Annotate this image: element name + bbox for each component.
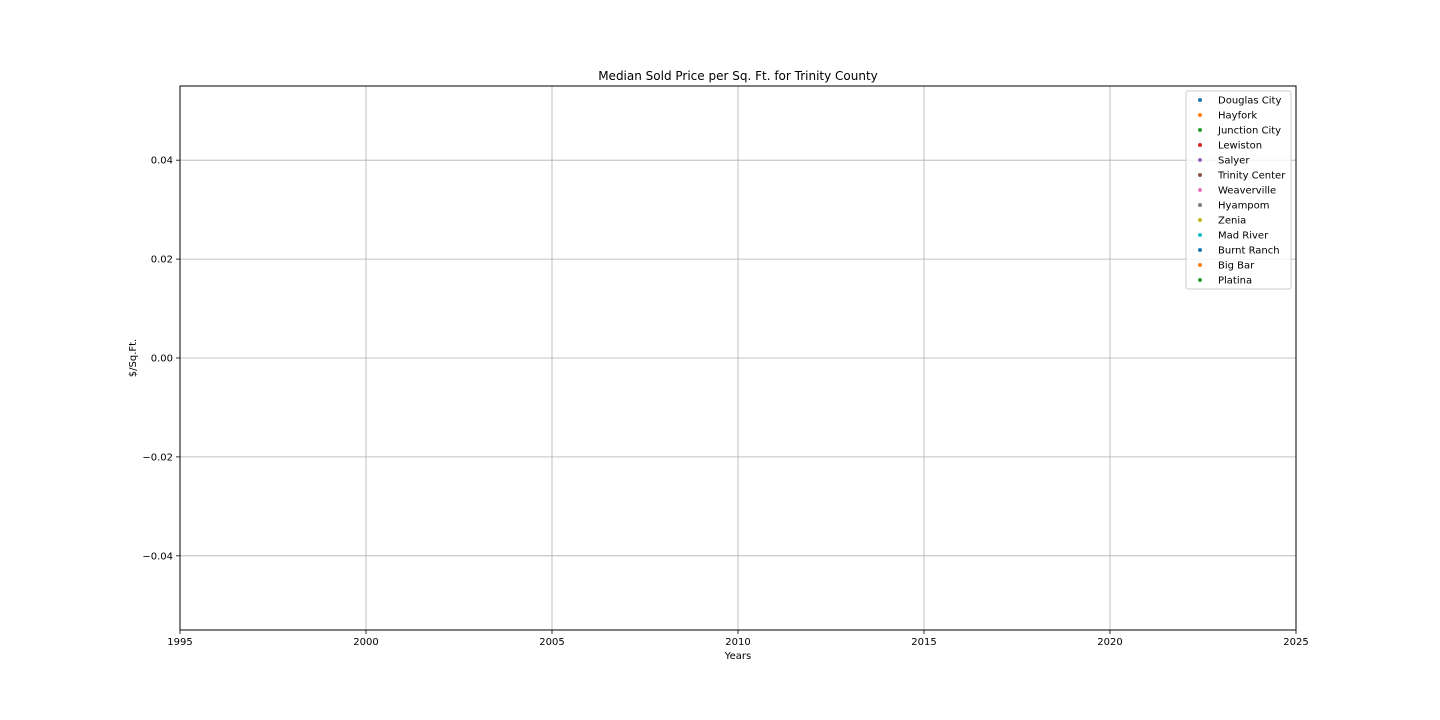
x-tick-label: 2000	[353, 637, 378, 648]
y-tick-label: 0.00	[151, 354, 173, 365]
legend: Douglas City Hayfork Junction City Lewiston…	[1185, 90, 1292, 290]
legend-marker	[1198, 128, 1202, 132]
legend-entry-label: Junction City	[1217, 126, 1281, 137]
legend-marker	[1198, 188, 1202, 192]
x-tick-label: 2020	[1097, 637, 1122, 648]
legend-marker	[1198, 173, 1202, 177]
legend-entry-label: Zenia	[1218, 216, 1246, 227]
legend-entry-label: Hayfork	[1218, 111, 1257, 122]
legend-entry-label: Lewiston	[1218, 141, 1262, 152]
legend-entry-label: Mad River	[1218, 231, 1269, 242]
x-tick-label: 2025	[1283, 637, 1308, 648]
x-tick-label: 1995	[167, 637, 192, 648]
legend-marker	[1198, 278, 1202, 282]
legend-marker	[1198, 113, 1202, 117]
legend-entry-label: Weaverville	[1218, 186, 1276, 197]
legend-marker	[1198, 233, 1202, 237]
x-tick-label: 2015	[911, 637, 936, 648]
legend-entry-label: Trinity Center	[1217, 171, 1286, 182]
x-tick-label: 2005	[539, 637, 564, 648]
legend-entry-label: Big Bar	[1218, 261, 1255, 272]
y-tick-label: 0.02	[151, 255, 173, 266]
legend-marker	[1198, 203, 1202, 207]
legend-entry-label: Salyer	[1218, 156, 1250, 167]
chart-title: Median Sold Price per Sq. Ft. for Trinit…	[598, 69, 878, 83]
y-tick-label: −0.02	[142, 452, 173, 463]
legend-marker	[1198, 248, 1202, 252]
legend-entry-label: Hyampom	[1218, 201, 1270, 212]
legend-marker	[1198, 263, 1202, 267]
grid-lines	[179, 86, 1297, 630]
y-axis-label: $/Sq.Ft.	[128, 339, 139, 377]
x-tick-label: 2010	[725, 637, 750, 648]
legend-entry-label: Burnt Ranch	[1218, 246, 1280, 257]
legend-entry-label: Platina	[1218, 276, 1252, 287]
y-tick-label: 0.04	[151, 156, 173, 167]
y-tick-label: −0.04	[142, 551, 173, 562]
y-axis-ticks: −0.04 −0.02 0.00 0.02 0.04	[142, 156, 180, 562]
legend-marker	[1198, 143, 1202, 147]
legend-marker	[1198, 98, 1202, 102]
legend-marker	[1198, 218, 1202, 222]
legend-marker	[1198, 158, 1202, 162]
x-axis-label: Years	[724, 651, 751, 662]
x-axis-ticks: 1995 2000 2005 2010 2015 2020 2025	[167, 630, 1309, 648]
legend-entry-label: Douglas City	[1218, 96, 1281, 107]
legend-box	[1185, 90, 1292, 290]
